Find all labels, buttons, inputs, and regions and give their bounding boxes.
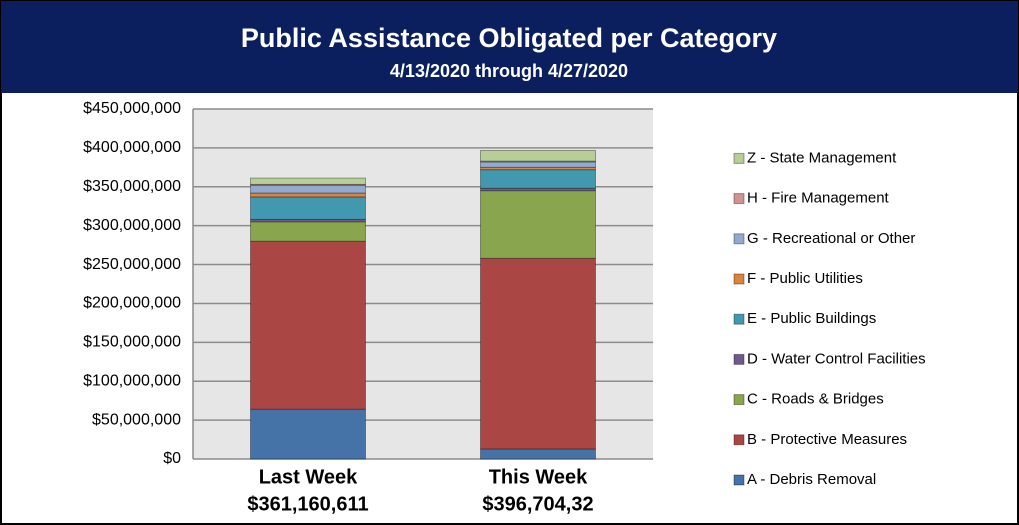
y-tick-label: $0 — [163, 450, 181, 467]
y-tick-label: $450,000,000 — [83, 100, 181, 117]
legend-swatch — [733, 474, 745, 486]
legend-swatch — [733, 152, 745, 164]
legend-swatch — [733, 193, 745, 205]
chart-title: Public Assistance Obligated per Category — [241, 23, 777, 53]
y-tick-label: $350,000,000 — [83, 178, 181, 195]
legend-label: A - Debris Removal — [747, 471, 876, 488]
legend-label: E - Public Buildings — [747, 310, 876, 327]
y-tick-label: $150,000,000 — [83, 334, 181, 351]
legend-swatch — [733, 394, 745, 406]
y-tick-label: $300,000,000 — [83, 217, 181, 234]
bar-segment — [480, 190, 596, 259]
legend-swatch — [733, 273, 745, 285]
y-tick-label: $100,000,000 — [83, 372, 181, 389]
legend-swatch — [733, 313, 745, 325]
category-total: $361,160,611 — [247, 493, 368, 515]
legend-label: H - Fire Management — [747, 190, 890, 207]
legend-swatch — [733, 353, 745, 365]
legend-label: G - Recreational or Other — [747, 230, 915, 247]
bar-segment — [480, 169, 596, 189]
y-tick-label: $250,000,000 — [83, 256, 181, 273]
bar-segment — [480, 448, 596, 460]
bar-segment — [250, 196, 366, 220]
bar-segment — [480, 257, 596, 450]
legend-swatch — [733, 233, 745, 245]
bar-segment — [250, 221, 366, 242]
bar-segment — [480, 161, 596, 168]
bar-segment — [250, 192, 366, 198]
legend-label: D - Water Control Facilities — [747, 350, 926, 367]
bar-segment — [250, 177, 366, 185]
bar-segment — [480, 149, 596, 162]
legend-label: C - Roads & Bridges — [747, 391, 884, 408]
bar-segment — [250, 408, 366, 460]
legend-label: F - Public Utilities — [747, 270, 863, 287]
chart-subtitle: 4/13/2020 through 4/27/2020 — [390, 61, 628, 81]
x-tick-label: This Week — [489, 466, 588, 488]
legend-label: B - Protective Measures — [747, 431, 907, 448]
category-total: $396,704,32 — [482, 493, 593, 515]
y-tick-label: $400,000,000 — [83, 139, 181, 156]
legend-swatch — [733, 434, 745, 446]
y-tick-label: $50,000,000 — [92, 411, 181, 428]
header — [1, 1, 1018, 93]
legend-label: Z - State Management — [747, 149, 897, 166]
y-tick-label: $200,000,000 — [83, 295, 181, 312]
bar-segment — [250, 240, 366, 410]
x-tick-label: Last Week — [259, 466, 358, 488]
bar-segment — [250, 184, 366, 194]
